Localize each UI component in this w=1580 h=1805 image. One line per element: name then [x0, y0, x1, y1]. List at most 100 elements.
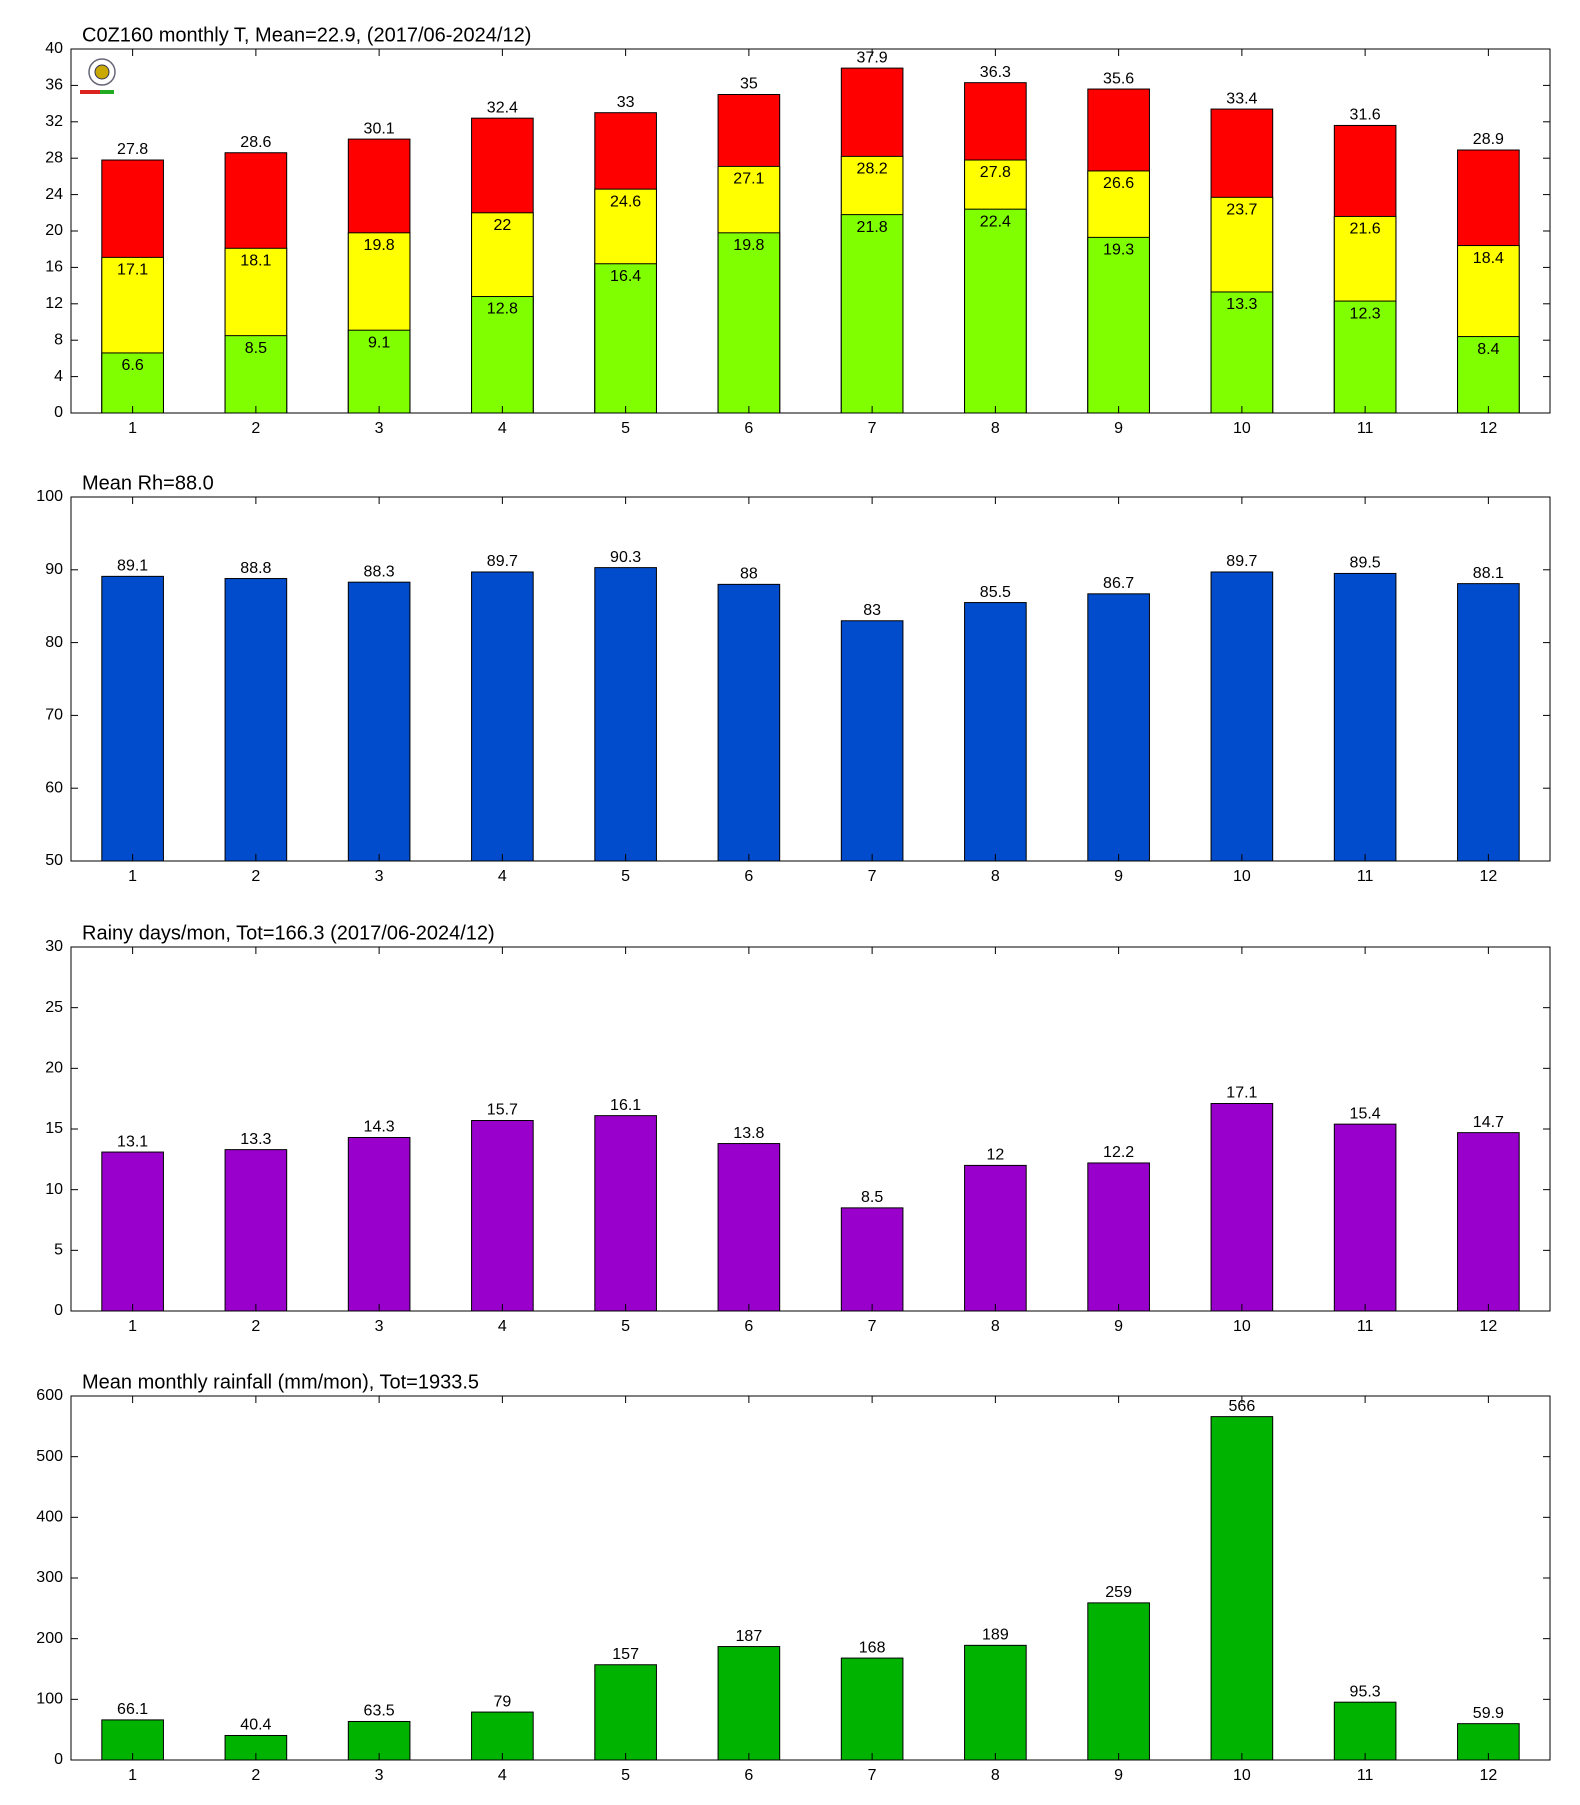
y-tick-label: 5: [54, 1242, 63, 1259]
data-label: 12.8: [487, 301, 518, 318]
bar: [1210, 571, 1274, 862]
data-label: 83: [863, 602, 881, 619]
y-tick-label: 80: [45, 634, 63, 651]
data-label: 30.1: [364, 120, 395, 137]
data-label: 22.4: [980, 213, 1011, 230]
logo-core: [94, 64, 110, 80]
data-label: 66.1: [117, 1701, 148, 1718]
data-label: 95.3: [1350, 1683, 1381, 1700]
y-tick-label: 20: [45, 1060, 63, 1077]
bar: [840, 1207, 904, 1312]
plot-frame: [70, 496, 1551, 862]
data-label: 13.1: [117, 1133, 148, 1150]
x-tick-label: 8: [991, 1767, 1000, 1784]
data-label: 168: [859, 1639, 886, 1656]
y-tick-label: 60: [45, 779, 63, 796]
plot-frame: [70, 48, 1551, 414]
y-tick-label: 0: [54, 404, 63, 421]
y-tick-label: 15: [45, 1120, 63, 1137]
bar: [1087, 1602, 1150, 1761]
y-tick-label: 400: [36, 1509, 63, 1526]
bar: [717, 583, 781, 862]
x-tick-label: 12: [1479, 1767, 1497, 1784]
bar: [1333, 572, 1397, 862]
bar: [964, 1164, 1027, 1312]
data-label: 32.4: [487, 99, 518, 116]
data-label: 79: [493, 1693, 511, 1710]
data-label: 157: [612, 1646, 639, 1663]
x-tick-label: 10: [1233, 868, 1251, 885]
bar: [471, 1120, 534, 1312]
data-label: 88.1: [1473, 565, 1504, 582]
y-tick-label: 100: [36, 488, 63, 505]
data-label: 8.4: [1477, 341, 1499, 358]
y-tick-label: 0: [54, 1751, 63, 1768]
x-tick-label: 5: [621, 1318, 630, 1335]
x-tick-label: 2: [251, 868, 260, 885]
logo-mark: [100, 90, 114, 94]
data-label: 19.8: [364, 237, 395, 254]
logo: [80, 58, 116, 94]
bar: [1087, 1162, 1150, 1312]
data-label: 33.4: [1226, 90, 1257, 107]
data-label: 15.7: [487, 1102, 518, 1119]
bar: [1333, 1123, 1397, 1312]
data-label: 13.3: [1226, 296, 1257, 313]
x-tick-label: 1: [128, 1318, 137, 1335]
bar: [840, 214, 904, 414]
data-label: 13.3: [240, 1131, 271, 1148]
data-label: 23.7: [1226, 202, 1257, 219]
bar: [594, 263, 657, 414]
bar: [101, 1151, 164, 1312]
bar: [101, 575, 164, 862]
x-tick-label: 9: [1114, 1318, 1123, 1335]
data-label: 16.1: [610, 1097, 641, 1114]
x-tick-label: 10: [1233, 1767, 1251, 1784]
data-label: 59.9: [1473, 1705, 1504, 1722]
data-label: 17.1: [117, 262, 148, 279]
data-label: 16.4: [610, 268, 641, 285]
y-tick-label: 0: [54, 1302, 63, 1319]
chart-title: Mean monthly rainfall (mm/mon), Tot=1933…: [82, 1371, 479, 1393]
x-tick-label: 7: [868, 420, 877, 437]
data-label: 19.3: [1103, 242, 1134, 259]
bar: [471, 571, 534, 862]
bar: [717, 232, 781, 414]
data-label: 37.9: [857, 49, 888, 66]
y-tick-label: 300: [36, 1569, 63, 1586]
y-tick-label: 24: [45, 186, 63, 203]
x-tick-label: 8: [991, 868, 1000, 885]
data-label: 19.8: [733, 237, 764, 254]
plot-frame: [70, 946, 1551, 1312]
data-label: 89.7: [1226, 553, 1257, 570]
x-tick-label: 11: [1357, 420, 1374, 437]
y-tick-label: 36: [45, 77, 63, 94]
x-tick-label: 5: [621, 868, 630, 885]
x-tick-label: 11: [1357, 868, 1374, 885]
bar: [964, 602, 1027, 862]
bar: [717, 1646, 781, 1761]
bar: [1210, 291, 1274, 414]
data-label: 89.7: [487, 553, 518, 570]
data-label: 33: [617, 94, 635, 111]
data-label: 12: [986, 1147, 1004, 1164]
data-label: 6.6: [122, 357, 144, 374]
x-tick-label: 7: [868, 868, 877, 885]
y-tick-label: 90: [45, 561, 63, 578]
bar: [1087, 593, 1150, 862]
x-tick-label: 6: [744, 1318, 753, 1335]
bar: [594, 567, 657, 862]
y-tick-label: 20: [45, 222, 63, 239]
logo-mark: [80, 90, 100, 94]
x-tick-label: 9: [1114, 1767, 1123, 1784]
bar: [224, 1149, 288, 1312]
x-tick-label: 4: [498, 868, 507, 885]
data-label: 14.3: [364, 1119, 395, 1136]
x-tick-label: 3: [375, 420, 384, 437]
y-tick-label: 70: [45, 707, 63, 724]
data-label: 12.3: [1350, 305, 1381, 322]
data-label: 9.1: [368, 334, 390, 351]
x-tick-label: 3: [375, 1318, 384, 1335]
x-tick-label: 11: [1357, 1767, 1374, 1784]
